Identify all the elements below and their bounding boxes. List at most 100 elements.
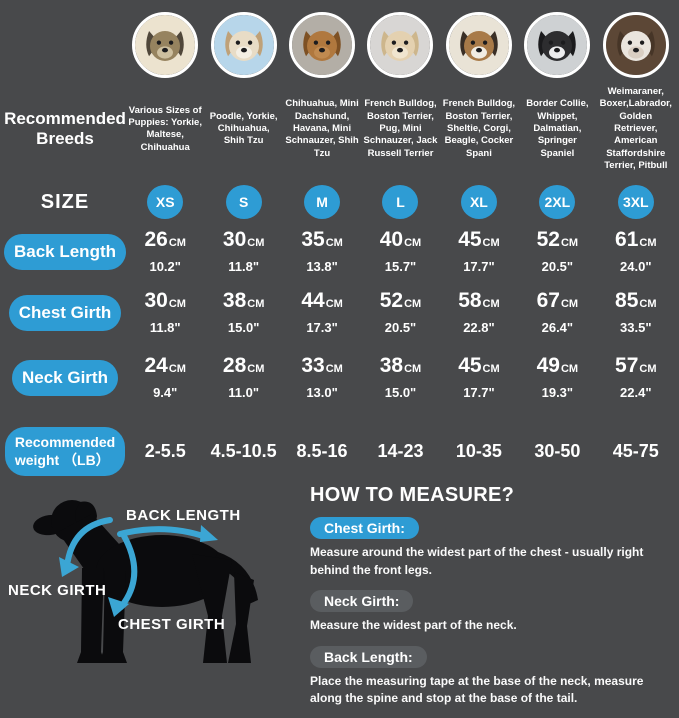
neck-girth-instructions: Measure the widest part of the neck. bbox=[310, 618, 517, 633]
back-length-cm-3xl: 61CM bbox=[615, 228, 657, 252]
breed-list-m: Chihuahua, Mini Dachshund, Havana, Mini … bbox=[285, 98, 359, 159]
breeds-row-label: Recommended Breeds bbox=[4, 108, 126, 149]
size-badge-2xl: 2XL bbox=[539, 185, 576, 220]
back-length-cm-m: 35CM bbox=[301, 228, 343, 252]
size-badge-s: S bbox=[225, 185, 262, 220]
back-length-row: Back Length 26CM 10.2" 30CM 11.8" 35CM 13.8… bbox=[0, 229, 679, 274]
neck-girth-in-s: 11.0" bbox=[228, 385, 259, 401]
back-length-row-label: Back Length bbox=[3, 233, 127, 270]
chest-girth-cm-m: 44CM bbox=[301, 289, 343, 313]
back-length-in-s: 11.8" bbox=[228, 259, 259, 275]
neck-girth-in-2xl: 19.3" bbox=[541, 385, 574, 401]
back-length-instructions: Place the measuring tape at the base of … bbox=[310, 673, 644, 705]
how-to-measure-title: HOW TO MEASURE? bbox=[310, 484, 515, 507]
back-length-in-xl: 17.7" bbox=[463, 259, 495, 275]
back-length-cm-xl: 45CM bbox=[458, 228, 500, 252]
chest-girth-in-m: 17.3" bbox=[306, 320, 338, 336]
weight-value-3xl: 45-75 bbox=[612, 441, 659, 462]
breed-list-xs: Various Sizes of Puppies: Yorkie, Maltes… bbox=[128, 104, 202, 153]
neck-girth-cm-xs: 24CM bbox=[144, 354, 186, 378]
back-length-cm-l: 40CM bbox=[379, 228, 422, 252]
chest-girth-in-l: 20.5" bbox=[384, 320, 417, 336]
neck-girth-in-l: 15.0" bbox=[384, 385, 417, 401]
chest-girth-in-s: 15.0" bbox=[227, 320, 260, 336]
chest-girth-diagram-label: CHEST GIRTH bbox=[118, 616, 225, 633]
breed-list-l: French Bulldog, Boston Terrier, Pug, Min… bbox=[363, 98, 438, 159]
weight-row: Recommended weight （LB） 2-5.5 4.5-10.5 8… bbox=[0, 427, 679, 477]
chest-girth-cm-xs: 30CM bbox=[144, 289, 186, 313]
size-badge-xl: XL bbox=[460, 185, 497, 220]
back-length-in-3xl: 24.0" bbox=[620, 259, 652, 275]
neck-girth-in-xl: 17.7" bbox=[463, 385, 495, 401]
breed-list-s: Poodle, Yorkie, Chihuahua, Shih Tzu bbox=[209, 110, 278, 147]
dog-photos-row bbox=[0, 9, 679, 81]
chest-girth-cm-s: 38CM bbox=[222, 289, 265, 313]
neck-girth-pill: Neck Girth: bbox=[310, 590, 414, 613]
size-badge-l: L bbox=[382, 185, 419, 220]
chest-girth-in-xs: 11.8" bbox=[149, 320, 181, 336]
dog-photo-border-collie bbox=[524, 12, 591, 78]
neck-girth-cm-2xl: 49CM bbox=[536, 354, 579, 378]
dog-photo-french-bulldog bbox=[367, 12, 434, 78]
chest-girth-cm-2xl: 67CM bbox=[536, 289, 579, 313]
size-row-label: SIZE bbox=[40, 190, 90, 213]
chest-girth-in-3xl: 33.5" bbox=[620, 320, 652, 336]
weight-value-2xl: 30-50 bbox=[534, 441, 581, 462]
neck-girth-cm-3xl: 57CM bbox=[615, 354, 657, 378]
neck-girth-in-m: 13.0" bbox=[306, 385, 338, 401]
weight-row-label: Recommended weight （LB） bbox=[4, 427, 126, 477]
chest-girth-pill: Chest Girth: bbox=[310, 517, 419, 540]
breeds-row: Recommended Breeds Various Sizes of Pupp… bbox=[0, 86, 679, 172]
chest-girth-in-xl: 22.8" bbox=[463, 320, 495, 336]
measure-item-chest-girth: Chest Girth: Measure around the widest p… bbox=[310, 517, 669, 579]
weight-value-xs: 2-5.5 bbox=[144, 441, 186, 462]
neck-girth-row-label: Neck Girth bbox=[12, 359, 118, 396]
measure-item-back-length: Back Length: Place the measuring tape at… bbox=[310, 645, 669, 708]
chest-girth-row-label: Chest Girth bbox=[8, 294, 122, 331]
back-length-cm-xs: 26CM bbox=[144, 228, 186, 252]
neck-girth-arrowhead bbox=[59, 557, 79, 578]
chest-girth-instructions: Measure around the widest part of the ch… bbox=[310, 545, 644, 577]
back-length-in-l: 15.7" bbox=[384, 259, 417, 275]
neck-girth-row: Neck Girth 24CM 9.4" 28CM 11.0" 33CM 13.0" … bbox=[0, 355, 679, 400]
neck-girth-cm-xl: 45CM bbox=[458, 354, 500, 378]
breed-list-xl: French Bulldog, Boston Terrier, Sheltie,… bbox=[442, 98, 516, 159]
back-length-in-2xl: 20.5" bbox=[541, 259, 574, 275]
back-length-in-xs: 10.2" bbox=[149, 259, 181, 275]
chest-girth-arrowhead bbox=[108, 597, 129, 618]
chest-girth-cm-xl: 58CM bbox=[458, 289, 500, 313]
neck-girth-cm-l: 38CM bbox=[379, 354, 422, 378]
size-badge-3xl: 3XL bbox=[617, 185, 654, 220]
back-length-cm-2xl: 52CM bbox=[536, 228, 579, 252]
dog-photo-pitbull bbox=[602, 12, 669, 78]
dog-photo-yorkie bbox=[132, 12, 199, 78]
how-to-measure-section: HOW TO MEASURE? Chest Girth: Measure aro… bbox=[304, 476, 679, 718]
chest-girth-row: Chest Girth 30CM 11.8" 38CM 15.0" 44CM 17.3… bbox=[0, 290, 679, 335]
size-row: SIZE XS S M L XL 2XL 3XL bbox=[0, 184, 679, 220]
neck-girth-cm-s: 28CM bbox=[222, 354, 265, 378]
weight-value-s: 4.5-10.5 bbox=[210, 441, 277, 462]
size-chart-infographic: Recommended Breeds Various Sizes of Pupp… bbox=[0, 9, 679, 705]
weight-value-xl: 10-35 bbox=[455, 441, 502, 462]
back-length-diagram-label: BACK LENGTH bbox=[126, 507, 241, 524]
dog-photo-beagle bbox=[445, 12, 512, 78]
weight-value-l: 14-23 bbox=[377, 441, 424, 462]
neck-girth-in-xs: 9.4" bbox=[153, 385, 178, 401]
dog-photo-dachshund bbox=[289, 12, 356, 78]
back-length-cm-s: 30CM bbox=[222, 228, 265, 252]
weight-value-m: 8.5-16 bbox=[296, 441, 348, 462]
back-length-pill: Back Length: bbox=[310, 645, 427, 668]
breed-list-2xl: Border Collie, Whippet, Dalmatian, Sprin… bbox=[526, 98, 589, 159]
neck-girth-in-3xl: 22.4" bbox=[620, 385, 652, 401]
neck-girth-cm-m: 33CM bbox=[301, 354, 343, 378]
chest-girth-cm-3xl: 85CM bbox=[615, 289, 657, 313]
measure-item-neck-girth: Neck Girth: Measure the widest part of t… bbox=[310, 590, 669, 634]
breed-list-3xl: Weimaraner, Boxer,Labrador, Golden Retri… bbox=[599, 86, 672, 172]
dog-photo-shih-tzu bbox=[210, 12, 277, 78]
dog-measurement-diagram: BACK LENGTH NECK GIRTH CHEST GIRTH bbox=[0, 476, 304, 718]
chest-girth-cm-l: 52CM bbox=[379, 289, 422, 313]
chest-girth-in-2xl: 26.4" bbox=[541, 320, 574, 336]
back-length-in-m: 13.8" bbox=[306, 259, 338, 275]
back-length-arrow bbox=[117, 526, 209, 541]
size-badge-xs: XS bbox=[147, 185, 184, 220]
